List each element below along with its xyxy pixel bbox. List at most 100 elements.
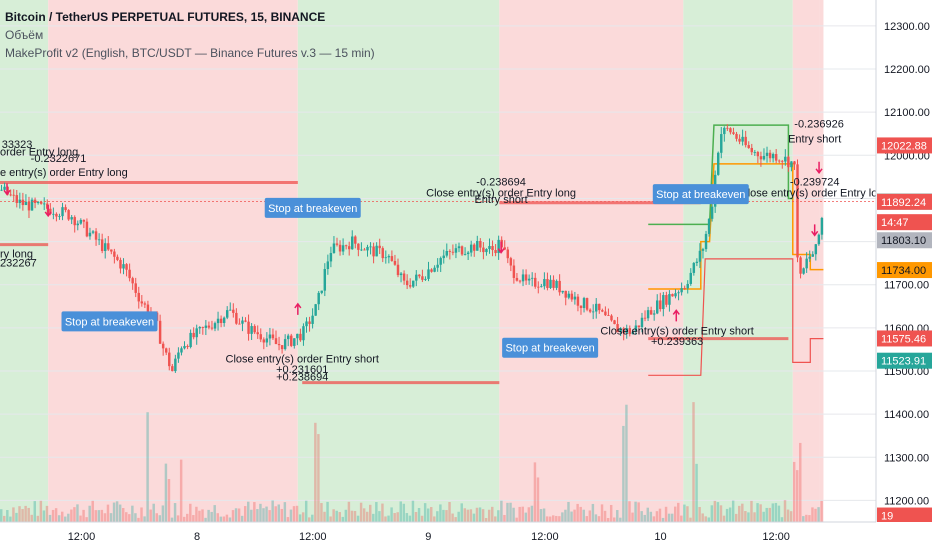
volume-bar [173, 503, 177, 522]
candle-body [497, 239, 500, 254]
candle-body [698, 250, 702, 262]
candle-body [774, 154, 778, 161]
candle-body [177, 352, 180, 359]
candle-body [27, 201, 31, 211]
volume-bar [430, 507, 433, 522]
breakeven-label-bg [652, 184, 749, 205]
candle-body [9, 194, 12, 196]
candle-body [744, 136, 747, 146]
signal-annotation: 232267 [0, 258, 37, 270]
candle-body [790, 161, 793, 168]
volume-bar [442, 509, 445, 522]
candle-body [421, 276, 424, 280]
candle-body [52, 213, 55, 215]
volume-bar [347, 501, 351, 522]
volume-bar [3, 515, 6, 522]
volume-bar [225, 514, 229, 522]
signal-arrow [44, 204, 52, 218]
candle-body [601, 310, 604, 312]
x-tick-label: 8 [194, 531, 200, 543]
volume-bar [274, 506, 277, 522]
volume-bar [661, 517, 665, 522]
volume-bar [329, 516, 332, 522]
volume-bar [768, 507, 771, 522]
candle-body [107, 243, 110, 250]
volume-bar [365, 511, 369, 522]
candle-body [820, 218, 824, 235]
volume-bar [734, 513, 738, 522]
candle-body [171, 366, 174, 372]
candle-body [530, 277, 534, 279]
volume-bar [240, 515, 244, 522]
volume-bar [112, 502, 116, 522]
volume-bar [771, 503, 775, 522]
candle-body [244, 320, 247, 322]
volume-bar [780, 517, 784, 522]
candle-body [183, 346, 186, 349]
signal-annotation: Entry short [474, 194, 527, 206]
candle-body [473, 244, 476, 251]
volume-bar [588, 510, 592, 522]
breakeven-label-bg [61, 311, 158, 332]
volume-bar [390, 507, 393, 522]
candle-body [634, 325, 638, 332]
volume-bar [250, 509, 253, 522]
candle-body [430, 269, 433, 272]
candle-body [433, 267, 436, 272]
volume-bar [42, 510, 46, 522]
price-badge-text: 12022.88 [881, 140, 927, 152]
candle-body [643, 317, 647, 319]
candle-body [482, 247, 485, 253]
candle-body [412, 280, 415, 287]
signal-arrow [3, 183, 11, 196]
volume-bar [222, 516, 226, 522]
volume-bar [814, 508, 817, 522]
volume-bar [262, 508, 265, 522]
volume-bar [704, 516, 707, 522]
volume-bar [622, 425, 625, 522]
candle-body [381, 248, 384, 259]
candle-body [146, 304, 150, 315]
candle-body [174, 358, 177, 372]
volume-bar [204, 517, 207, 522]
candle-body [732, 132, 735, 134]
candle-body [140, 301, 144, 304]
volume-bar [600, 504, 604, 522]
volume-bar [741, 503, 744, 522]
volume-bar [811, 507, 814, 522]
candle-body [161, 343, 165, 349]
candle-body [42, 203, 46, 205]
y-tick-label: 12100.00 [884, 107, 930, 119]
candle-body [12, 194, 15, 196]
volume-bar [536, 477, 540, 522]
volume-bar [100, 509, 104, 522]
signal-annotation: Close entry(s) order Entry short [600, 325, 753, 337]
candle-body [326, 261, 330, 270]
volume-bar [280, 508, 284, 522]
volume-bar [707, 517, 710, 522]
volume-bar [64, 516, 67, 522]
volume-bar [164, 463, 168, 522]
volume-bar [301, 512, 305, 522]
candle-body [588, 309, 592, 312]
candle-body [168, 352, 171, 367]
signal-text: 33323 [2, 139, 33, 151]
candle-body [668, 294, 671, 305]
candle-body [290, 335, 293, 346]
candle-body [30, 199, 34, 211]
candle-body [741, 136, 744, 142]
candle-body [689, 272, 692, 284]
volume-bar [481, 509, 485, 522]
volume-bar [457, 511, 460, 522]
candle-body [378, 245, 381, 249]
volume-bar [243, 506, 247, 522]
candle-body [262, 339, 266, 343]
price-badge [877, 232, 932, 249]
candle-body [610, 315, 613, 321]
candle-body [85, 221, 89, 237]
x-tick-label: 12:00 [762, 531, 790, 543]
y-tick-label: 12300.00 [884, 21, 930, 33]
x-tick-label: 9 [425, 531, 431, 543]
candle-body [97, 239, 101, 241]
